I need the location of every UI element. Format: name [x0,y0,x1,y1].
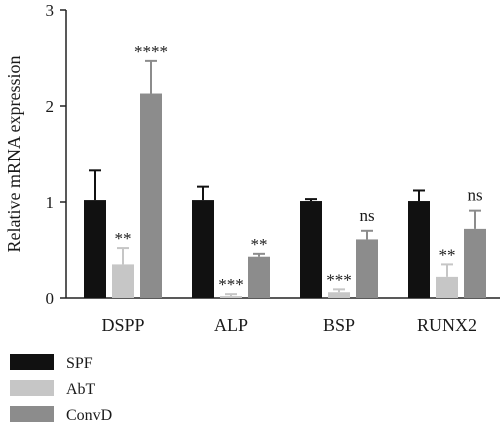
significance-label: **** [134,42,168,61]
legend-swatch-abt [10,380,54,396]
legend-label-convd: ConvD [66,407,112,424]
bar-spf-alp [192,200,214,298]
significance-label: ns [467,186,482,205]
bar-spf-dspp [84,200,106,298]
legend-swatch-spf [10,354,54,370]
bar-convd-bsp [356,239,378,298]
bar-convd-alp [248,256,270,298]
x-category-label: RUNX2 [417,315,477,335]
significance-labels: **************ns**ns [115,42,483,294]
significance-label: *** [218,275,244,294]
bar-abt-runx2 [436,276,458,298]
legend-label-abt: AbT [66,381,96,398]
y-tick-label: 1 [46,193,55,212]
significance-label: ** [439,245,456,264]
bars [84,93,486,299]
bar-abt-alp [220,296,242,298]
x-category-label: ALP [214,315,248,335]
y-axis-label: Relative mRNA expression [4,56,24,253]
y-tick-label: 2 [46,97,55,116]
axes: 0 1 2 3 Relative mRNA expression DSPP ALP BSP RU… [4,1,500,335]
significance-label: ** [251,235,268,254]
error-bars [89,59,481,297]
legend-label-spf: SPF [66,355,93,372]
bar-abt-dspp [112,264,134,298]
bar-convd-dspp [140,93,162,299]
bar-spf-bsp [300,201,322,298]
bar-convd-runx2 [464,228,486,298]
x-category-label: DSPP [101,315,144,335]
y-tick-label: 0 [46,289,55,308]
legend-swatch-convd [10,406,54,422]
significance-label: ** [115,229,132,248]
x-category-label: BSP [323,315,355,335]
significance-label: *** [326,270,352,289]
bar-spf-runx2 [408,201,430,298]
bar-abt-bsp [328,292,350,298]
significance-label: ns [359,206,374,225]
y-tick-label: 3 [46,1,55,20]
legend: SPF AbT ConvD [10,354,112,424]
